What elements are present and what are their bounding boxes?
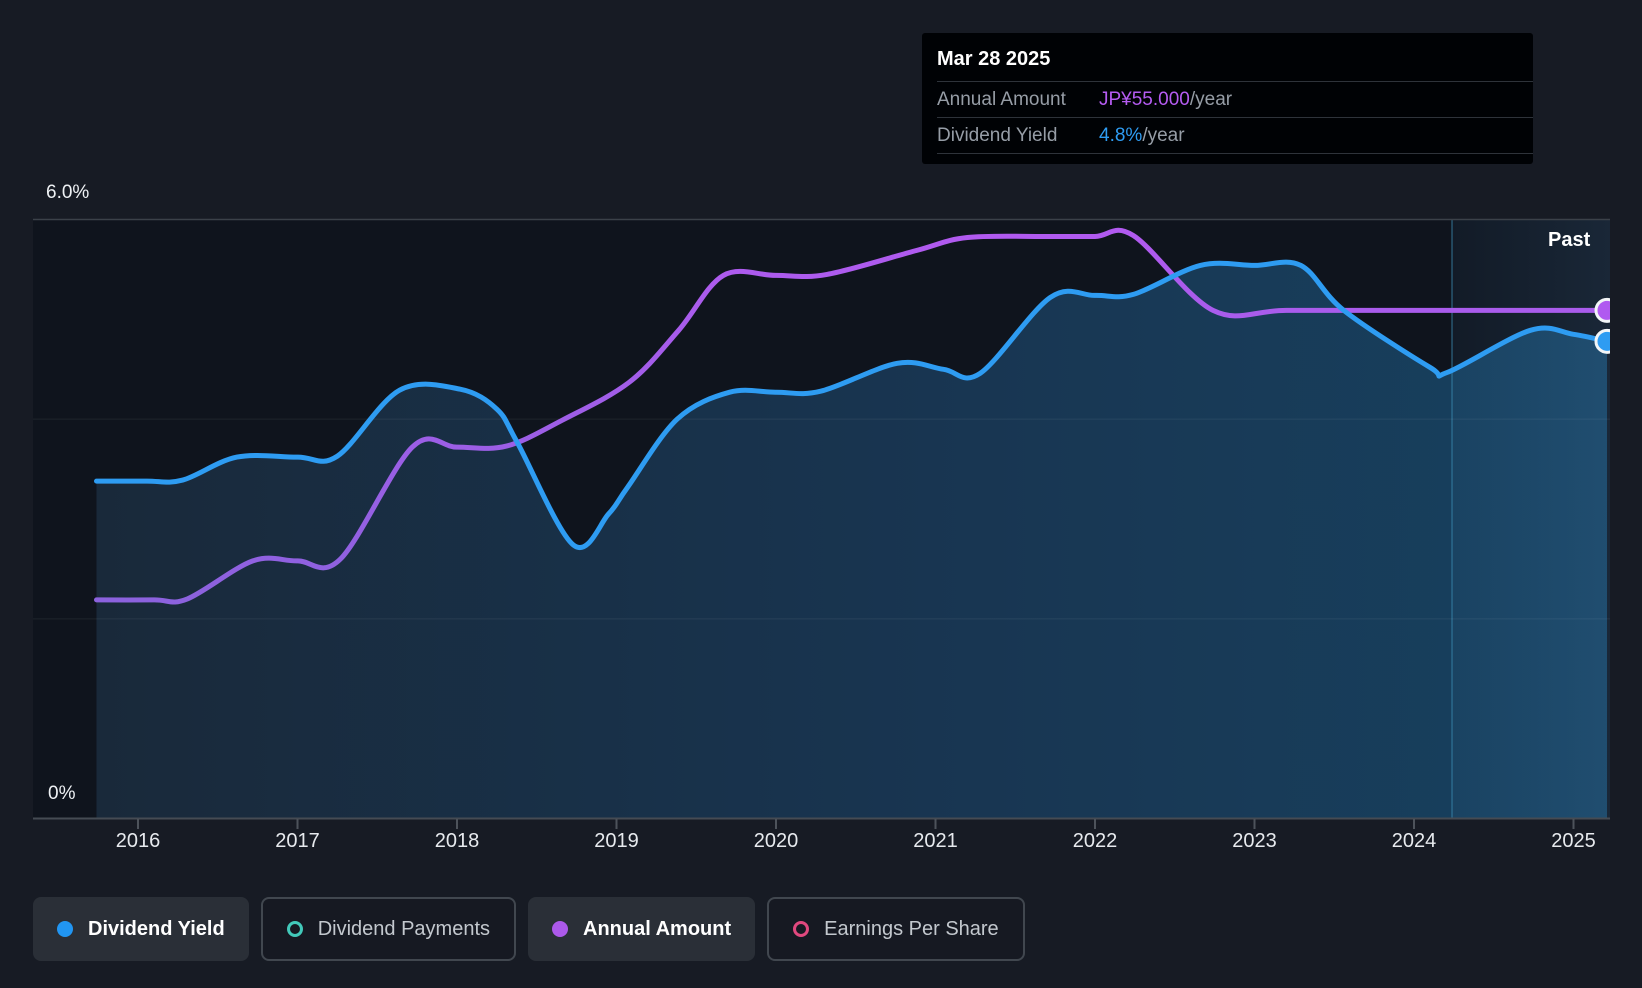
tooltip-row-dividend-yield: Dividend Yield 4.8%/year (937, 117, 1533, 154)
tooltip-row-annual-amount: Annual Amount JP¥55.000/year (937, 81, 1533, 117)
legend-button-dividend-payments[interactable]: Dividend Payments (260, 897, 517, 961)
x-axis-label-2020: 2020 (753, 830, 799, 852)
legend-label: Earnings Per Share (824, 917, 999, 940)
y-axis-label-bottom: 0% (48, 783, 76, 804)
filled-dot-icon (552, 921, 569, 937)
ring-icon (793, 921, 810, 937)
filled-dot-icon (57, 921, 73, 937)
x-axis-label-2024: 2024 (1391, 830, 1437, 852)
legend-label: Annual Amount (583, 917, 732, 940)
legend-label: Dividend Payments (317, 917, 491, 940)
x-axis-label-2022: 2022 (1072, 830, 1118, 852)
tooltip-label: Dividend Yield (937, 124, 1058, 146)
x-axis-label-2023: 2023 (1232, 830, 1277, 852)
x-axis-label-2016: 2016 (115, 830, 161, 852)
legend-button-dividend-yield[interactable]: Dividend Yield (33, 897, 249, 961)
chart-tooltip: Mar 28 2025 Annual Amount JP¥55.000/year… (922, 33, 1533, 164)
annual-amount-end-marker (1594, 297, 1610, 323)
tooltip-label: Annual Amount (937, 88, 1066, 110)
chart-legend: Dividend Yield Dividend Payments Annual Am… (33, 897, 1025, 961)
x-axis-label-2017: 2017 (275, 830, 320, 852)
legend-label: Dividend Yield (88, 917, 225, 940)
legend-button-earnings-per-share[interactable]: Earnings Per Share (767, 897, 1025, 961)
x-axis-label-2018: 2018 (434, 830, 480, 852)
x-axis-label-2021: 2021 (913, 830, 958, 852)
ring-icon (286, 921, 303, 937)
annual-amount-line (94, 227, 1610, 605)
x-axis-label-2025: 2025 (1551, 830, 1596, 852)
y-axis-label-top: 6.0% (46, 182, 90, 203)
past-region (1452, 219, 1610, 819)
dividend-yield-area (96, 262, 1607, 819)
dividend-yield-end-marker (1594, 328, 1610, 354)
tooltip-value-suffix: /year (1142, 124, 1185, 146)
x-axis-label-2019: 2019 (594, 830, 639, 852)
legend-button-annual-amount[interactable]: Annual Amount (528, 897, 756, 961)
past-label: Past (1548, 229, 1591, 251)
x-axis-ticks (137, 819, 1575, 829)
tooltip-date: Mar 28 2025 (937, 48, 1051, 70)
gridlines (33, 218, 1610, 620)
tooltip-value-dividend-yield: 4.8% (1099, 124, 1143, 146)
tooltip-value-suffix: /year (1189, 88, 1233, 110)
tooltip-value-annual-amount: JP¥55.000 (1099, 88, 1190, 110)
dividend-yield-line (94, 259, 1610, 550)
